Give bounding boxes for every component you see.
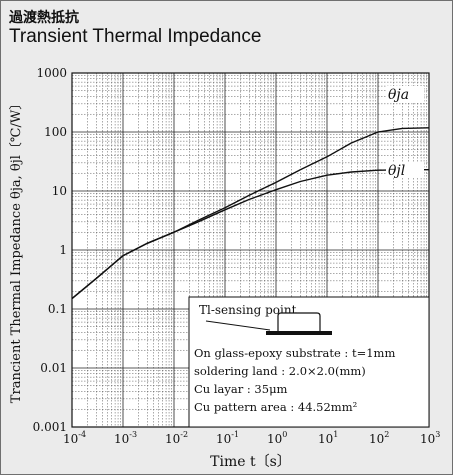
- y-tick-label: 0.001: [33, 420, 67, 434]
- series-label-bg-0: [386, 86, 424, 102]
- x-tick-label: 10-1: [216, 430, 239, 446]
- substrate-bar: [266, 331, 332, 335]
- package-outline: [277, 312, 321, 331]
- title-english: Transient Thermal Impedance: [9, 26, 262, 47]
- legend-line-1: soldering land : 2.0×2.0(mm): [194, 364, 366, 378]
- x-tick-label: 103: [420, 430, 440, 446]
- y-tick-label: 1000: [36, 66, 67, 80]
- x-tick-labels: 10-4 10-3 10-2 10-1 100 101 102 103: [63, 430, 440, 446]
- y-tick-label: 10: [52, 184, 67, 198]
- legend-line-2: Cu layar : 35μm: [194, 382, 288, 396]
- y-tick-label: 0.1: [48, 302, 67, 316]
- x-tick-label: 10-2: [165, 430, 188, 446]
- x-tick-label: 102: [369, 430, 389, 446]
- sensing-point-label: Tl-sensing point: [199, 303, 297, 317]
- legend-line-3: Cu pattern area : 44.52mm²: [194, 400, 357, 414]
- legend-box: Tl-sensing point On glass-epoxy substrate…: [188, 296, 430, 428]
- legend-line-0: On glass-epoxy substrate : t=1mm: [194, 346, 395, 360]
- y-tick-label: 1: [59, 243, 67, 257]
- x-tick-label: 10-4: [63, 430, 86, 446]
- y-axis-label: Trancient Thermal Impedance θja, θjl〔℃/W…: [9, 97, 24, 403]
- series-labels: θja θjl: [386, 86, 424, 179]
- x-tick-label: 101: [318, 430, 338, 446]
- sensing-pointer: [205, 320, 271, 331]
- y-tick-label: 100: [44, 125, 67, 139]
- series-line-1: [71, 168, 429, 300]
- title-japanese: 過渡熱抵抗: [9, 10, 79, 26]
- series-label-1: θjl: [388, 163, 405, 179]
- y-tick-labels: 0.001 0.01 0.1 1 10 100 1000: [33, 66, 67, 434]
- series-lines: [71, 127, 430, 300]
- series-label-bg-1: [386, 162, 424, 178]
- x-tick-label: 100: [267, 430, 287, 446]
- x-axis-label: Time t〔s〕: [210, 454, 291, 470]
- series-label-0: θja: [388, 87, 409, 103]
- y-tick-label: 0.01: [40, 361, 67, 375]
- x-tick-label: 10-3: [114, 430, 137, 446]
